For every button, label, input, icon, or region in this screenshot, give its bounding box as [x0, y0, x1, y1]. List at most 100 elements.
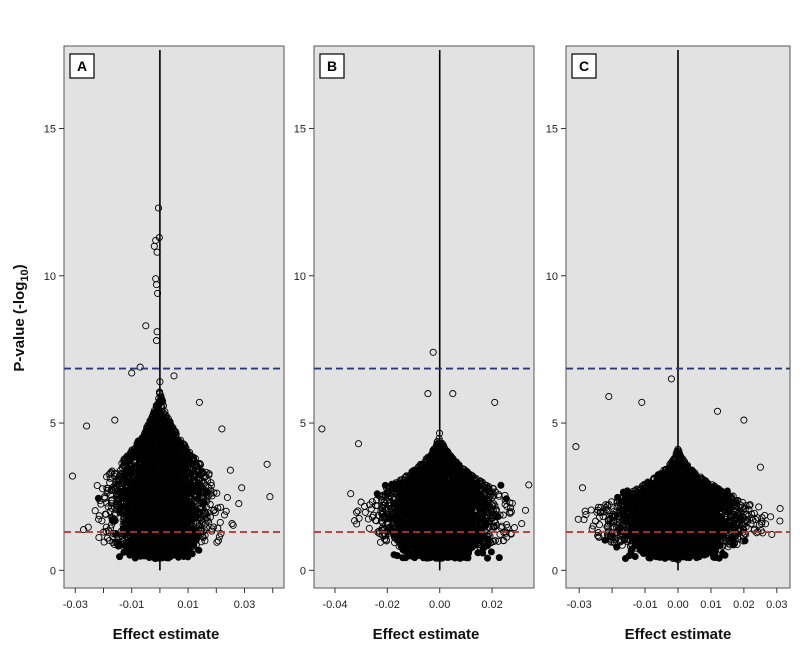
panel-a-cloud-point — [144, 502, 152, 509]
panel-a-cloud-point — [159, 542, 167, 550]
panel-a-outlier-point — [154, 289, 162, 297]
panel-a-cloud-point — [189, 525, 197, 533]
panel-a-y-tick-label: 10 — [44, 271, 56, 283]
panel-a-cloud-point — [151, 555, 159, 562]
panel-a-cloud-point — [159, 510, 167, 518]
panel-a-cloud-point — [147, 479, 155, 487]
panel-a-cloud-point — [204, 488, 211, 496]
panel-a-cloud-point — [229, 521, 237, 529]
panel-a-cloud-point — [199, 499, 207, 507]
panel-a-cloud-point — [102, 510, 110, 518]
panel-a-cloud-point — [167, 463, 175, 471]
panel-a-cloud-point — [214, 504, 222, 512]
panel-a-outlier-point — [111, 416, 119, 424]
panel-a-cloud-point — [160, 534, 168, 541]
panel-a-cloud-point — [103, 534, 111, 542]
panel-a-cloud-point — [103, 489, 111, 497]
panel-a-x-tick-label: 0.01 — [177, 599, 198, 611]
panel-a-cloud-point — [214, 537, 222, 545]
panel-a-cloud-point — [171, 436, 179, 444]
panel-a-cloud-point — [180, 506, 188, 514]
panel-a-cloud-point — [111, 486, 119, 494]
y-axis-title-tail: ) — [11, 264, 28, 269]
panel-a-cloud-point — [148, 442, 156, 450]
panel-a-outlier-point — [218, 425, 226, 433]
panel-a-cloud-point — [126, 517, 134, 525]
panel-a-cloud-point — [115, 539, 123, 547]
panel-a-cloud-point — [205, 518, 213, 526]
panel-a-cloud-point — [151, 531, 158, 539]
panel-a-cloud-point — [180, 553, 188, 560]
panel-a-cloud-point — [152, 540, 160, 548]
panel-a-outlier-point — [154, 204, 163, 212]
panel-a-y-tick-label: 0 — [50, 565, 56, 577]
panel-a-cloud-point — [160, 470, 168, 478]
panel-a-cloud-point — [98, 485, 107, 493]
panel-a-cloud-point — [168, 531, 176, 539]
panel-a-cloud-point — [149, 489, 157, 497]
panel-a-cloud-point — [166, 551, 174, 559]
panel-a-x-title: Effect estimate — [113, 626, 220, 643]
panel-a-cloud-point — [214, 524, 222, 532]
panel-a-label: A — [77, 58, 87, 74]
panel-a-cloud-point — [168, 458, 176, 467]
panel-a-cloud-point — [116, 509, 124, 516]
panel-a-cloud-point — [80, 526, 88, 534]
panel-a-cloud-point — [157, 392, 165, 400]
panel-a-outlier-point — [238, 484, 246, 492]
panel-a-cloud-point — [151, 463, 159, 471]
panel-a-cloud-point — [197, 538, 205, 546]
panel-b-cloud-point — [357, 498, 365, 506]
panel-a-cloud-point — [131, 547, 139, 555]
panel-a-cloud-point — [172, 446, 180, 454]
panel-a-cloud-point — [195, 546, 203, 554]
panel-a-cloud-point — [180, 485, 188, 493]
panel-a-cloud-point — [132, 520, 140, 528]
panel-a-outlier-point — [263, 460, 271, 468]
y-axis-title-sub: 10 — [19, 269, 31, 281]
panel-a-cloud-point — [108, 517, 116, 524]
panel-a-cloud-point — [166, 433, 174, 441]
panel-a-cloud-point — [148, 451, 156, 459]
panel-a-cloud-point — [228, 520, 236, 528]
panel-a-cloud-point — [150, 513, 158, 521]
panel-a-cloud-point — [161, 443, 169, 451]
panel-a-cloud-point — [204, 476, 212, 485]
panel-a-cloud-point — [206, 500, 214, 508]
panel-a-cloud-point — [118, 464, 126, 472]
panel-a-cloud-point — [94, 494, 102, 502]
panel-a-cloud-point — [137, 460, 145, 468]
panel-a-cloud-point — [176, 524, 184, 532]
panel-a-cloud-point — [169, 424, 177, 432]
panel-a-cloud-point — [103, 499, 111, 507]
panel-a-cloud-point — [188, 457, 196, 465]
panel-a-cloud-point — [202, 510, 210, 518]
panel-a-cloud-point — [160, 444, 168, 452]
panel-a-cloud-point — [158, 461, 166, 469]
panel-a-cloud-point — [93, 481, 101, 490]
panel-a-cloud-point — [160, 433, 168, 441]
panel-a-cloud-point — [140, 434, 148, 442]
panel-a-outlier-point — [226, 466, 234, 474]
panel-a-cloud-point — [208, 492, 216, 500]
panel-a-cloud-point — [199, 510, 207, 518]
panel-a-cloud-point — [148, 545, 156, 553]
panel-a-cloud-point — [136, 509, 144, 517]
panel-a-cloud-point — [142, 538, 149, 546]
panel-a-cloud-point — [95, 512, 103, 520]
panel-a-cloud-point — [141, 447, 149, 455]
panel-a-outlier-point — [266, 493, 274, 501]
panel-a-outlier-point — [68, 472, 77, 480]
panel-a-cloud-point — [201, 531, 209, 539]
panel-a-outlier-point — [150, 242, 158, 250]
panel-a-cloud-point — [166, 443, 175, 451]
panel-a-cloud-point — [178, 456, 186, 464]
panel-a-cloud-point — [126, 467, 134, 475]
panel-a-cloud-point — [95, 515, 103, 523]
panel-a-cloud-point — [194, 495, 202, 503]
panel-a-cloud-point — [194, 468, 202, 477]
panel-a-cloud-point — [108, 467, 116, 475]
panel-a-cloud-point — [150, 432, 158, 440]
panel-a-cloud-point — [171, 464, 179, 472]
